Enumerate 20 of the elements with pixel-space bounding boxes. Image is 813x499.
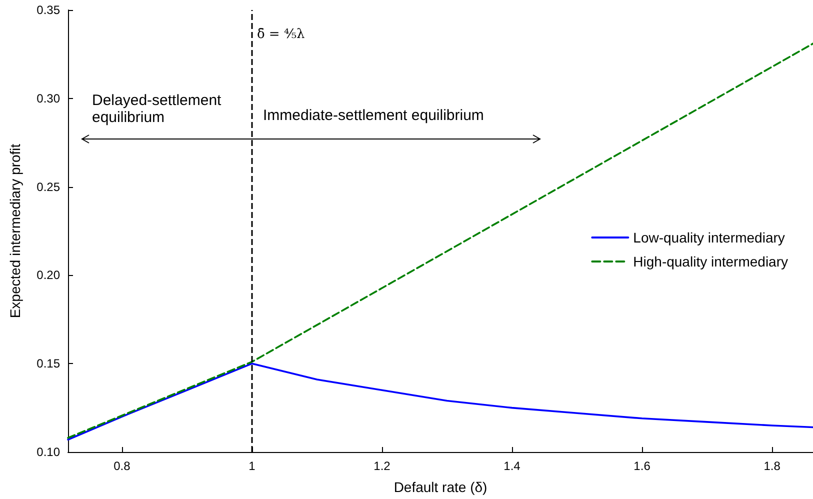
x-tick-label: 1 xyxy=(248,459,256,473)
annotation: Delayed-settlement equilibrium xyxy=(92,92,222,126)
x-tick-label: 1.8 xyxy=(764,459,781,473)
line-series xyxy=(67,362,813,441)
x-axis-title: Default rate (δ) xyxy=(394,479,488,495)
legend-label: High-quality intermediary xyxy=(633,254,788,270)
y-tick-label: 0.10 xyxy=(36,445,60,459)
y-tick-label: 0.15 xyxy=(36,356,60,371)
annotation: Immediate-settlement equilibrium xyxy=(263,107,484,124)
x-tick-label: 1.4 xyxy=(504,459,521,473)
x-tick-label: 0.8 xyxy=(114,459,131,473)
y-tick-label: 0.20 xyxy=(36,268,60,282)
y-axis-title: Expected intermediary profit xyxy=(7,144,23,318)
y-tick-label: 0.25 xyxy=(36,180,60,194)
x-tick-label: 1.2 xyxy=(374,459,391,473)
ref-line-label: δ̄ = ⁴⁄₅λ xyxy=(256,27,305,42)
x-tick-label: 1.6 xyxy=(634,459,651,473)
y-tick-label: 0.35 xyxy=(36,3,60,17)
legend-label: Low-quality intermediary xyxy=(633,230,785,246)
y-tick-label: 0.30 xyxy=(36,91,60,106)
